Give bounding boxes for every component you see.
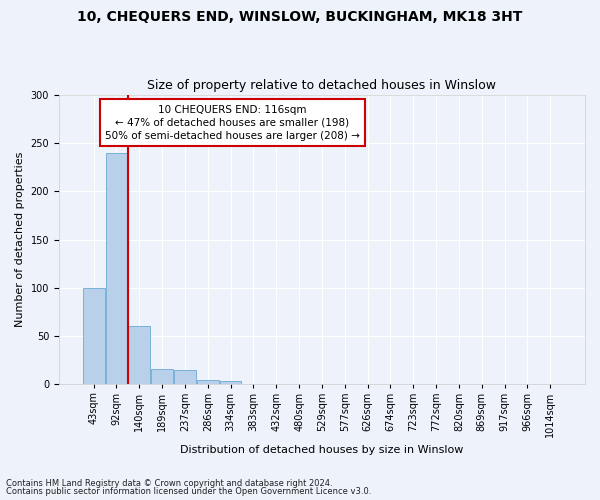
Bar — [106, 152, 127, 384]
Bar — [128, 326, 150, 384]
Bar — [197, 380, 218, 384]
X-axis label: Distribution of detached houses by size in Winslow: Distribution of detached houses by size … — [180, 445, 464, 455]
Text: Contains HM Land Registry data © Crown copyright and database right 2024.: Contains HM Land Registry data © Crown c… — [6, 478, 332, 488]
Bar — [220, 380, 241, 384]
Bar — [151, 369, 173, 384]
Text: 10, CHEQUERS END, WINSLOW, BUCKINGHAM, MK18 3HT: 10, CHEQUERS END, WINSLOW, BUCKINGHAM, M… — [77, 10, 523, 24]
Text: 10 CHEQUERS END: 116sqm
← 47% of detached houses are smaller (198)
50% of semi-d: 10 CHEQUERS END: 116sqm ← 47% of detache… — [105, 104, 360, 141]
Text: Contains public sector information licensed under the Open Government Licence v3: Contains public sector information licen… — [6, 487, 371, 496]
Y-axis label: Number of detached properties: Number of detached properties — [15, 152, 25, 327]
Title: Size of property relative to detached houses in Winslow: Size of property relative to detached ho… — [148, 79, 496, 92]
Bar — [174, 370, 196, 384]
Bar — [83, 288, 104, 384]
